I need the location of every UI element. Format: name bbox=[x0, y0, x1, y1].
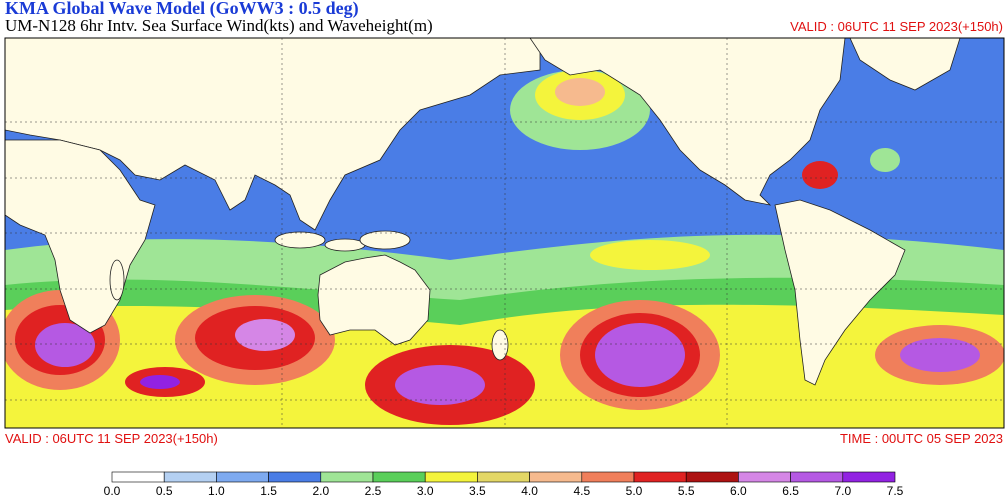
land bbox=[109, 259, 125, 301]
colorbar-label: 1.0 bbox=[208, 484, 225, 496]
wave-blob bbox=[595, 323, 685, 387]
colorbar-swatch bbox=[685, 471, 739, 483]
colorbar-label: 3.5 bbox=[469, 484, 486, 496]
colorbar-swatch bbox=[633, 471, 687, 483]
colorbar-swatch bbox=[216, 471, 269, 483]
colorbar-swatch bbox=[111, 471, 165, 483]
wave-blob bbox=[900, 338, 980, 372]
wave-blob bbox=[140, 375, 180, 389]
wave-blob bbox=[395, 365, 485, 405]
storm bbox=[870, 148, 900, 172]
land bbox=[529, 38, 846, 206]
land bbox=[774, 199, 906, 386]
colorbar: 0.0 0.5 1.0 1.5 2.0 2.5 3.0 3.5 4.0 4.5 5.0 5.5 6.0 6… bbox=[104, 471, 904, 496]
land bbox=[5, 38, 541, 231]
colorbar-label: 4.0 bbox=[521, 484, 538, 496]
map-frame bbox=[4, 37, 1005, 429]
storm bbox=[802, 161, 838, 189]
colorbar-label: 3.0 bbox=[417, 484, 434, 496]
land bbox=[491, 329, 509, 361]
valid-time: VALID : 06UTC 11 SEP 2023(+150h) bbox=[790, 19, 1003, 34]
colorbar-label: 2.5 bbox=[365, 484, 382, 496]
map bbox=[4, 37, 1005, 429]
colorbar-label: 5.0 bbox=[626, 484, 643, 496]
wave-blob bbox=[555, 78, 605, 106]
map-subtitle: UM-N128 6hr Intv. Sea Surface Wind(kts) … bbox=[5, 16, 433, 35]
colorbar-swatch bbox=[372, 471, 426, 483]
colorbar-label: 5.5 bbox=[678, 484, 695, 496]
colorbar-label: 0.5 bbox=[156, 484, 173, 496]
land bbox=[324, 238, 366, 252]
land bbox=[317, 254, 431, 346]
colorbar-swatch bbox=[477, 471, 530, 483]
colorbar-swatch bbox=[268, 471, 322, 483]
wave-blob bbox=[35, 323, 95, 367]
map-title: KMA Global Wave Model (GoWW3 : 0.5 deg) bbox=[5, 0, 359, 19]
colorbar-label: 0.0 bbox=[104, 484, 121, 496]
colorbar-swatch bbox=[581, 471, 635, 483]
colorbar-swatch bbox=[529, 471, 583, 483]
colorbar-swatch bbox=[320, 471, 374, 483]
footer-valid: VALID : 06UTC 11 SEP 2023(+150h) bbox=[5, 431, 218, 446]
wave-blob bbox=[235, 319, 295, 351]
wave-blob bbox=[590, 240, 710, 270]
land bbox=[274, 231, 326, 249]
colorbar-swatch bbox=[163, 471, 217, 483]
colorbar-label: 1.5 bbox=[260, 484, 277, 496]
colorbar-label: 6.0 bbox=[730, 484, 747, 496]
colorbar-label: 2.0 bbox=[312, 484, 329, 496]
colorbar-swatch bbox=[738, 471, 791, 483]
colorbar-label: 7.0 bbox=[834, 484, 851, 496]
colorbar-swatch bbox=[790, 471, 844, 483]
footer-time: TIME : 00UTC 05 SEP 2023 bbox=[840, 431, 1003, 446]
colorbar-label: 7.5 bbox=[887, 484, 904, 496]
colorbar-swatch bbox=[842, 471, 896, 483]
land bbox=[359, 230, 411, 250]
colorbar-label: 6.5 bbox=[782, 484, 799, 496]
colorbar-swatch bbox=[424, 471, 478, 483]
colorbar-label: 4.5 bbox=[573, 484, 590, 496]
land bbox=[849, 38, 961, 91]
